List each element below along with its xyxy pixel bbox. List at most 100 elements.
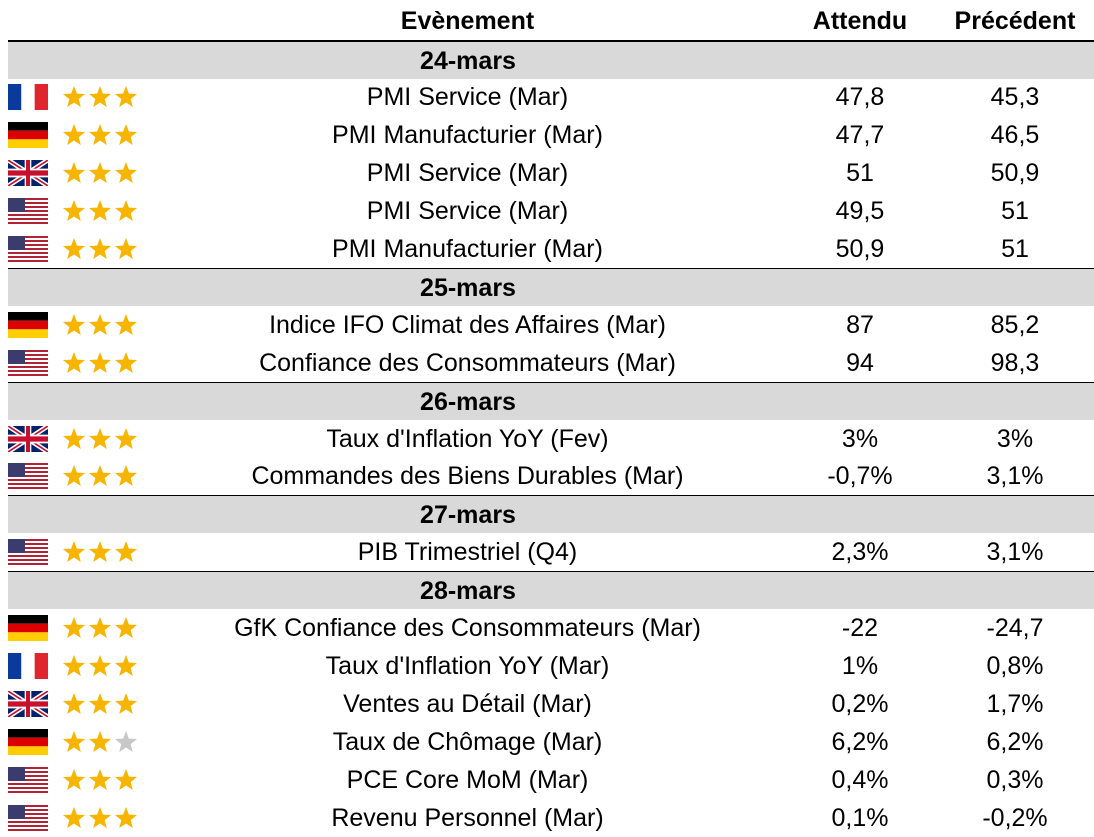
event-name: Taux de Chômage (Mar) (332, 727, 603, 756)
expected-value: 47,7 (835, 121, 885, 150)
icon-part (89, 200, 111, 222)
flag-icon (8, 766, 48, 793)
icon-part (89, 238, 111, 259)
icon-part (115, 617, 137, 638)
icon-part (8, 260, 48, 262)
expected-value: 87 (846, 310, 874, 339)
icon-part (63, 768, 137, 790)
expected-value: 94 (846, 348, 874, 377)
flag-icon (8, 615, 48, 641)
event-name: Taux d'Inflation YoY (Mar) (325, 651, 610, 680)
icon-part (8, 790, 48, 793)
icon-part (63, 730, 137, 752)
icon-part (63, 162, 137, 184)
icon-part (89, 768, 111, 790)
event-name: PMI Service (Mar) (366, 159, 569, 188)
icon-part (8, 487, 48, 490)
icon-part (89, 654, 111, 676)
icon-part (63, 730, 85, 752)
icon-part (8, 248, 48, 250)
icon-part (8, 615, 48, 624)
previous-value: -24,7 (986, 614, 1044, 642)
date-label: 24-mars (420, 46, 516, 75)
icon-part (89, 465, 111, 487)
importance-stars (62, 351, 142, 375)
previous-value: 1,7% (986, 689, 1044, 718)
importance-stars (62, 161, 142, 185)
icon-part (8, 812, 48, 815)
event-name: PCE Core MoM (Mar) (346, 765, 589, 794)
previous-value: 3,1% (986, 538, 1044, 567)
icon-part (8, 130, 48, 140)
icon-part (8, 479, 48, 482)
icon-part (8, 539, 48, 542)
icon-part (63, 806, 85, 828)
icon-part (8, 122, 48, 149)
icon-part (8, 463, 48, 490)
icon-part (8, 690, 48, 717)
icon-part (8, 766, 25, 781)
icon-part (115, 768, 137, 790)
event-name: Confiance des Consommateurs (Mar) (259, 348, 676, 377)
importance-stars (62, 199, 142, 223)
icon-part (63, 541, 137, 563)
flag-icon (8, 84, 48, 111)
expected-value: 50,9 (835, 235, 885, 263)
header-event: Evènement (400, 7, 535, 35)
icon-part (8, 252, 48, 254)
icon-part (8, 786, 48, 789)
expected-value: 0,1% (831, 803, 889, 832)
event-name: Commandes des Biens Durables (Mar) (251, 462, 684, 491)
previous-value: 3,1% (986, 462, 1044, 491)
previous-value: 50,9 (990, 159, 1040, 188)
expected-value: -0,7% (827, 462, 893, 491)
icon-part (63, 465, 85, 487)
icon-part (8, 559, 48, 562)
importance-stars (62, 692, 142, 716)
icon-part (8, 311, 48, 338)
icon-part (8, 555, 48, 558)
event-name: Indice IFO Climat des Affaires (Mar) (269, 310, 666, 339)
icon-part (63, 124, 85, 146)
icon-part (63, 427, 85, 449)
icon-part (63, 427, 137, 449)
icon-part (89, 351, 111, 373)
event-row: PMI Service (Mar) 47,8 45,3 (0, 78, 1094, 116)
icon-part (8, 746, 48, 755)
event-name: PMI Manufacturier (Mar) (332, 121, 603, 150)
icon-part (8, 349, 48, 352)
icon-part (8, 778, 48, 781)
icon-part (8, 820, 48, 823)
icon-part (8, 463, 48, 466)
flag-icon (8, 198, 48, 225)
icon-part (8, 320, 48, 330)
icon-part (63, 238, 85, 259)
icon-part (8, 198, 48, 201)
icon-part (89, 427, 111, 449)
icon-part (8, 728, 48, 738)
icon-part (21, 84, 35, 111)
icon-part (8, 816, 48, 819)
icon-part (8, 539, 25, 554)
icon-part (8, 425, 48, 452)
event-name: PMI Manufacturier (Mar) (332, 235, 603, 263)
icon-part (8, 623, 48, 633)
event-row: Indice IFO Climat des Affaires (Mar) 87 85… (0, 306, 1094, 344)
icon-part (8, 84, 48, 111)
icon-part (8, 256, 48, 258)
icon-part (89, 86, 111, 108)
event-row: Ventes au Détail (Mar) 0,2% 1,7% (0, 685, 1094, 723)
icon-part (63, 162, 85, 184)
event-row: PIB Trimestriel (Q4) 2,3% 3,1% (0, 533, 1094, 571)
importance-stars (62, 730, 142, 754)
icon-part (115, 162, 137, 184)
expected-value: 49,5 (835, 197, 885, 226)
icon-part (115, 654, 137, 676)
icon-part (8, 198, 48, 225)
icon-part (63, 351, 85, 373)
icon-part (115, 200, 137, 222)
icon-part (8, 808, 48, 811)
icon-part (8, 202, 48, 205)
icon-part (89, 124, 111, 146)
